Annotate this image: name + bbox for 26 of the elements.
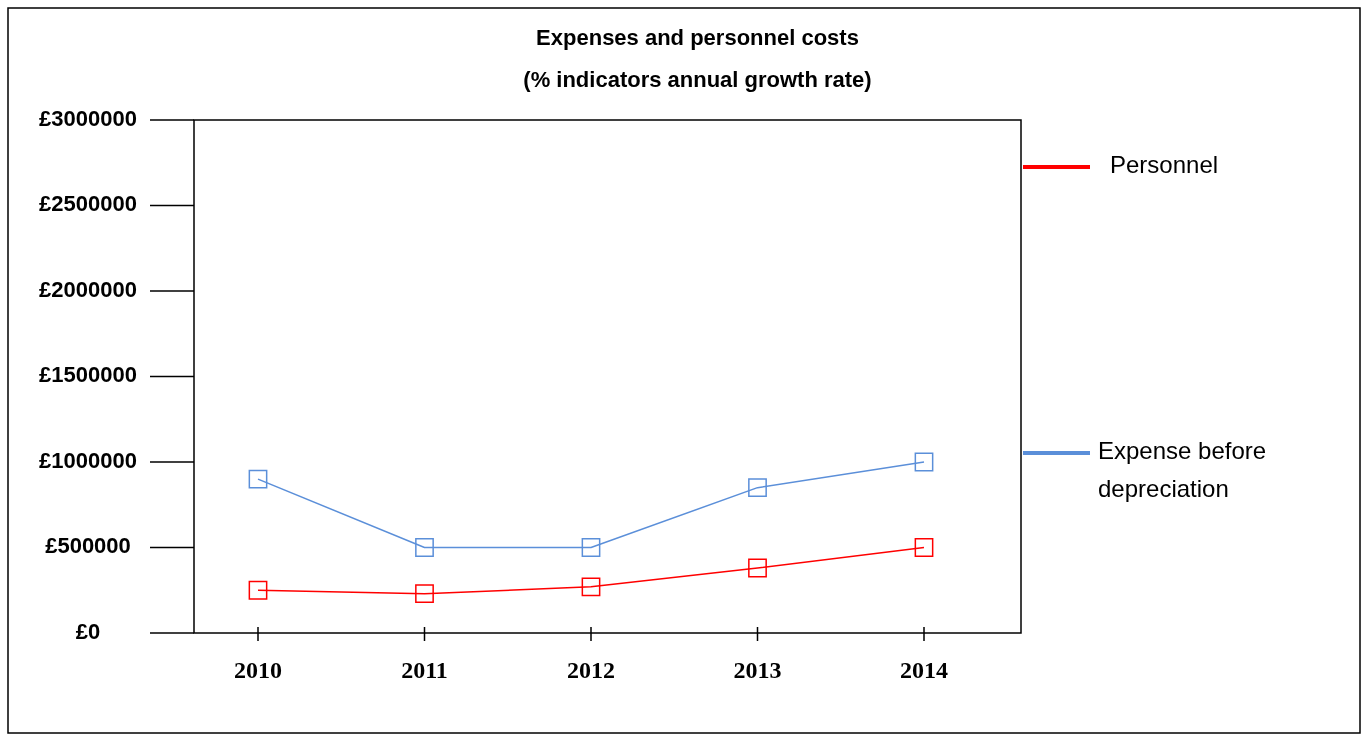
point: [248, 469, 268, 489]
y-tick-label: £2500000: [39, 191, 137, 217]
point: [581, 538, 601, 557]
point: [415, 584, 434, 604]
x-tick-label: 2012: [567, 657, 615, 683]
point: [248, 580, 268, 600]
x-tick-label: 2011: [401, 657, 448, 683]
point: [914, 452, 934, 472]
chart-subtitle: (% indicators annual growth rate): [523, 67, 872, 92]
y-tick-label: £3000000: [39, 105, 137, 131]
chart-title: Expenses and personnel costs: [536, 25, 859, 50]
x-tick-label: 2010: [234, 657, 282, 683]
x-tick-label: 2014: [900, 657, 948, 683]
y-tick-label: £500000: [45, 533, 131, 559]
x-tick-label: 2013: [733, 657, 782, 683]
y-tick-label: £0: [75, 618, 101, 644]
y-tick-label: £2000000: [39, 276, 137, 302]
y-tick-label: £1500000: [39, 362, 137, 388]
point: [581, 577, 601, 597]
point: [914, 538, 934, 557]
point: [748, 478, 767, 498]
legend-label: Personnel: [1110, 151, 1219, 178]
legend-label: Expense before depreciation: [1098, 437, 1267, 502]
point: [415, 538, 434, 557]
point: [748, 558, 767, 578]
y-tick-label: £1000000: [39, 447, 137, 473]
